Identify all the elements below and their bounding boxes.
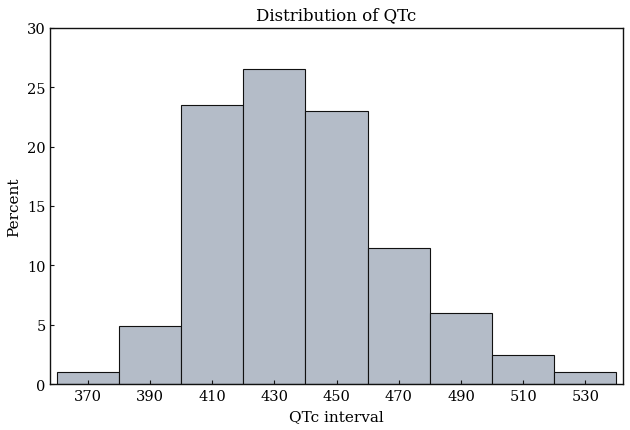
Bar xyxy=(119,326,181,384)
Bar xyxy=(554,372,617,384)
Bar xyxy=(243,70,306,384)
Bar xyxy=(306,112,368,384)
Y-axis label: Percent: Percent xyxy=(8,177,21,236)
Bar xyxy=(492,355,554,384)
Title: Distribution of QTc: Distribution of QTc xyxy=(256,7,416,24)
X-axis label: QTc interval: QTc interval xyxy=(289,409,384,423)
Bar xyxy=(430,313,492,384)
Bar xyxy=(368,248,430,384)
Bar xyxy=(57,372,119,384)
Bar xyxy=(181,106,243,384)
